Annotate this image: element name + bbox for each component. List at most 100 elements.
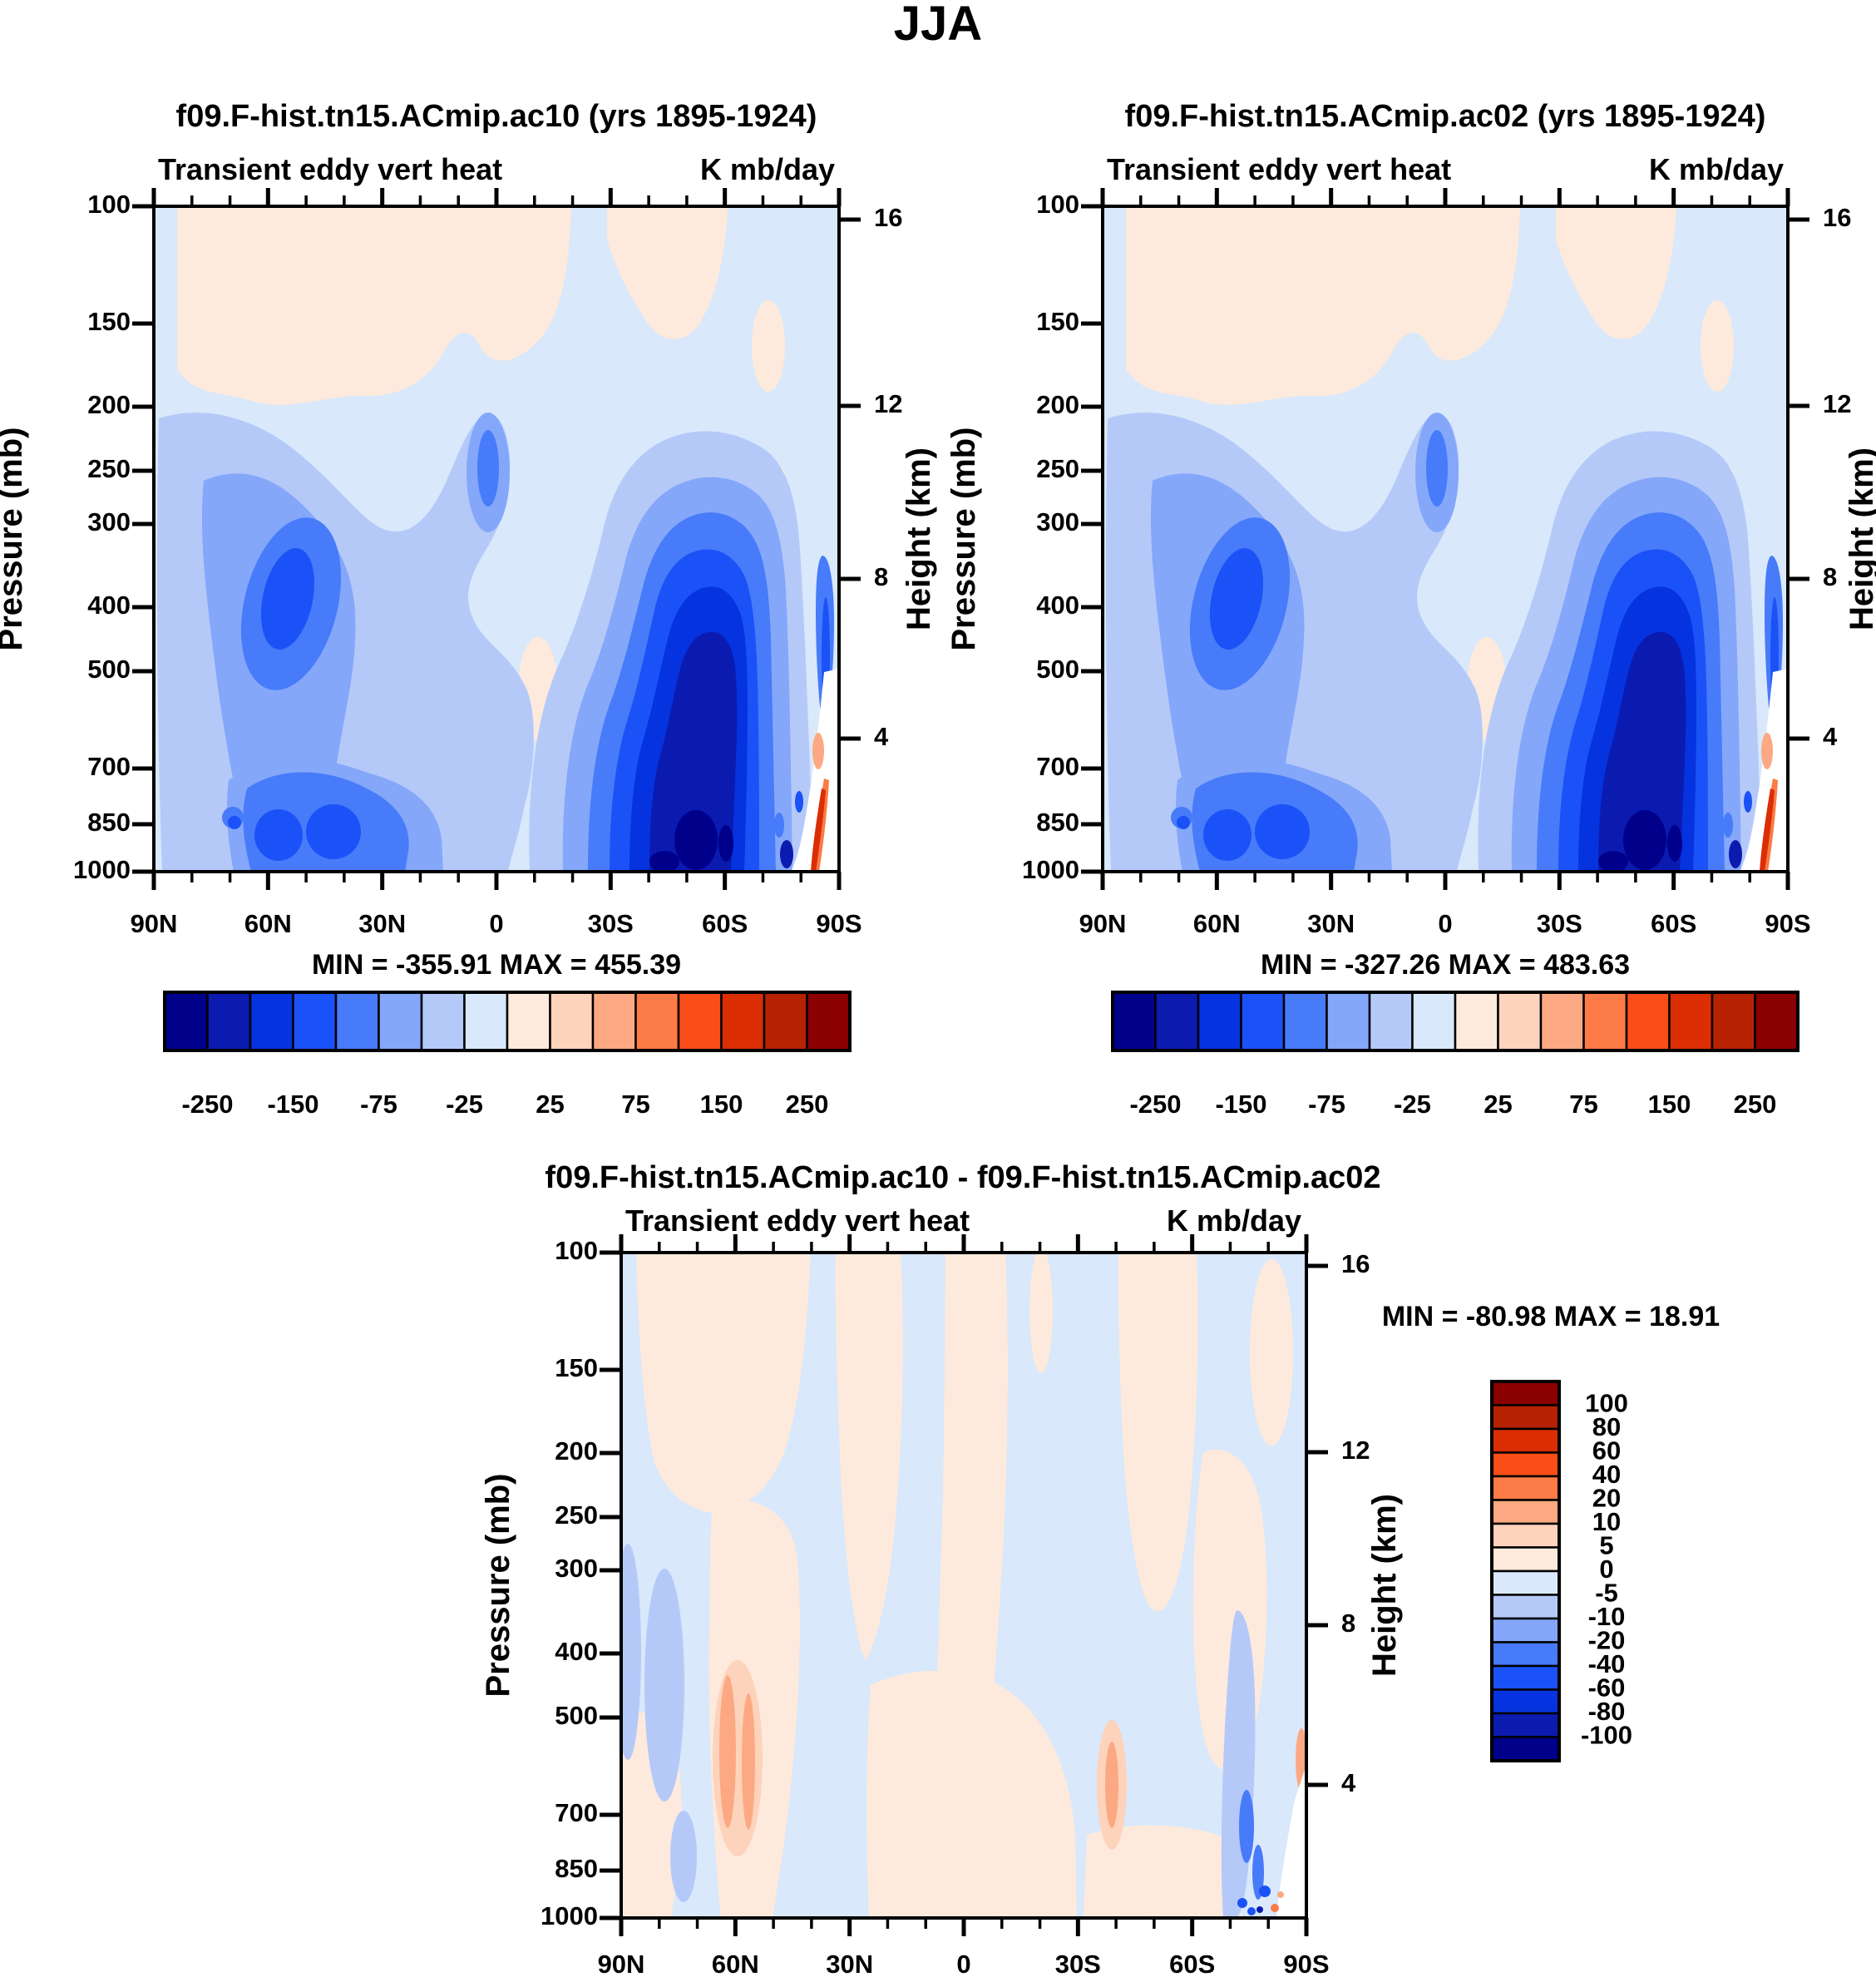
colorbar-cell <box>1111 991 1157 1052</box>
pressure-axis-label: Pressure (mb) <box>945 428 982 651</box>
colorbar-cell <box>1490 1712 1561 1738</box>
colorbar-cell <box>720 991 766 1052</box>
colorbar-cell <box>1625 991 1671 1052</box>
height-tick-label: 8 <box>874 562 888 591</box>
panel-diff: f09.F-hist.tn15.ACmip.ac10 - f09.F-hist.… <box>480 1160 1720 1979</box>
colorbar-cell <box>1454 991 1499 1052</box>
axis-ticks <box>1103 188 1788 206</box>
colorbar-cell <box>378 991 423 1052</box>
pressure-tick-label: 200 <box>555 1436 598 1465</box>
axis-ticks <box>1103 872 1788 890</box>
panel-ac02: f09.F-hist.tn15.ACmip.ac02 (yrs 1895-192… <box>945 99 1876 981</box>
colorbar-label: -250 <box>181 1090 233 1119</box>
colorbar-frame <box>1490 1380 1561 1762</box>
x-tick-label: 90S <box>816 909 861 938</box>
x-tick-label: 90N <box>1079 909 1127 938</box>
x-tick-label: 60S <box>1169 1950 1215 1979</box>
colorbar-cell <box>549 991 595 1052</box>
colorbar-cell <box>334 991 380 1052</box>
colorbar-label: 60 <box>1592 1436 1621 1465</box>
pressure-tick-label: 100 <box>87 190 131 219</box>
colorbar-frame <box>1111 991 1799 1052</box>
colorbar-label: -20 <box>1588 1626 1626 1655</box>
pressure-tick-label: 100 <box>1036 190 1079 219</box>
colorbar-diff: 100 80 60 40 20 10 5 0 -5 -10 -20 -40 -6… <box>1490 1380 1632 1762</box>
axis-ticks <box>1788 220 1809 739</box>
pressure-tick-label: 500 <box>555 1701 598 1730</box>
pressure-axis-label: Pressure (mb) <box>480 1474 516 1698</box>
pressure-tick-label: 400 <box>555 1637 598 1666</box>
panel-subtitle-variable: Transient eddy vert heat <box>158 152 502 186</box>
panel-subtitle-units: K mb/day <box>1649 152 1784 186</box>
x-tick-label: 30S <box>1537 909 1582 938</box>
colorbar-cell <box>420 991 466 1052</box>
height-axis-label: Height (km) <box>1844 447 1876 630</box>
colorbar-cell <box>1668 991 1714 1052</box>
colorbar-label: 25 <box>536 1090 564 1119</box>
axis-ticks <box>1081 206 1103 872</box>
pressure-tick-label: 150 <box>87 307 131 336</box>
colorbar-label: 150 <box>700 1090 743 1119</box>
colorbar-label: 150 <box>1648 1090 1691 1119</box>
plot-frame-group <box>600 1234 1328 1936</box>
pressure-tick-label: 500 <box>87 655 131 684</box>
colorbar-label: 40 <box>1592 1460 1621 1489</box>
colorbar-label: 10 <box>1592 1507 1621 1536</box>
colorbar-cell <box>249 991 294 1052</box>
x-tick-label: 90S <box>1765 909 1810 938</box>
colorbar-label: 100 <box>1585 1389 1628 1418</box>
colorbar-cell <box>1490 1380 1561 1406</box>
x-tick-label: 90N <box>598 1950 645 1979</box>
panel-title: f09.F-hist.tn15.ACmip.ac10 - f09.F-hist.… <box>545 1160 1380 1195</box>
x-tick-label: 30S <box>1055 1950 1101 1979</box>
height-tick-label: 16 <box>1823 203 1851 232</box>
pressure-tick-label: 400 <box>87 591 131 620</box>
axis-ticks <box>1306 1266 1328 1785</box>
colorbar-cell <box>1490 1451 1561 1478</box>
pressure-tick-label: 300 <box>1036 507 1079 536</box>
colorbar-label: 250 <box>786 1090 829 1119</box>
panel-subtitle-variable: Transient eddy vert heat <box>625 1204 970 1238</box>
colorbar-label: -60 <box>1588 1673 1626 1703</box>
pressure-tick-label: 250 <box>1036 454 1079 483</box>
height-tick-label: 4 <box>874 722 889 751</box>
colorbar-label: 75 <box>1569 1090 1597 1119</box>
x-tick-label: 60S <box>702 909 748 938</box>
pressure-tick-label: 200 <box>87 390 131 419</box>
colorbar-cell <box>1490 1546 1561 1573</box>
colorbar-cell <box>1326 991 1371 1052</box>
x-tick-label: 90S <box>1283 1950 1329 1979</box>
pressure-tick-label: 150 <box>1036 307 1079 336</box>
pressure-tick-label: 700 <box>87 752 131 781</box>
colorbar-ac02: -250 -150 -75 -25 25 75 150 250 <box>1111 991 1799 1119</box>
colorbar-label: 80 <box>1592 1412 1621 1441</box>
height-tick-label: 12 <box>874 389 902 418</box>
pressure-tick-label: 850 <box>1036 808 1079 837</box>
colorbar-frame <box>163 991 852 1052</box>
colorbar-cell <box>806 991 852 1052</box>
colorbar-cell <box>1490 1594 1561 1620</box>
panel-subtitle-variable: Transient eddy vert heat <box>1107 152 1451 186</box>
minmax-stats: MIN = -80.98 MAX = 18.91 <box>1382 1301 1720 1332</box>
minmax-stats: MIN = -355.91 MAX = 455.39 <box>312 949 681 981</box>
colorbar-cell <box>1411 991 1457 1052</box>
colorbar-label: -100 <box>1581 1721 1632 1750</box>
pressure-tick-label: 250 <box>555 1500 598 1530</box>
height-axis-label: Height (km) <box>1366 1494 1403 1677</box>
colorbar-label: -75 <box>1308 1090 1345 1119</box>
colorbar-cell <box>591 991 637 1052</box>
colorbar-cell <box>1490 1664 1561 1691</box>
height-axis-label: Height (km) <box>901 447 937 630</box>
colorbar-label: -10 <box>1588 1602 1626 1631</box>
colorbar-cell <box>1490 1569 1561 1596</box>
colorbar-cell <box>163 991 209 1052</box>
panel-title: f09.F-hist.tn15.ACmip.ac02 (yrs 1895-192… <box>1125 99 1766 134</box>
panel-title: f09.F-hist.tn15.ACmip.ac10 (yrs 1895-192… <box>176 99 817 134</box>
colorbar-label: -150 <box>1215 1090 1266 1119</box>
height-tick-label: 16 <box>874 203 902 232</box>
height-tick-label: 12 <box>1341 1436 1370 1465</box>
pressure-tick-label: 700 <box>555 1798 598 1827</box>
axis-ticks <box>839 220 861 739</box>
colorbar-cell <box>1490 1641 1561 1668</box>
